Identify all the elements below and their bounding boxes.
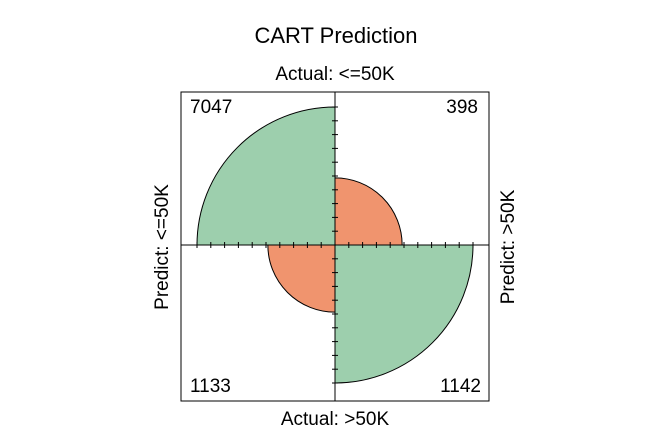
cell-count: 1142: [440, 376, 481, 397]
cell-count: 1133: [190, 376, 231, 397]
quadrant-wedge: [267, 244, 336, 313]
top-label: Actual: <=50K: [275, 64, 395, 85]
left-label: Predict: <=50K: [152, 184, 173, 310]
quadrant-wedge: [196, 106, 336, 246]
right-label: Predict: >50K: [498, 189, 519, 304]
chart-title: CART Prediction: [254, 23, 417, 48]
quadrant-wedge: [334, 244, 474, 384]
bottom-label: Actual: >50K: [281, 409, 390, 430]
quadrant-wedge: [334, 177, 403, 246]
cell-count: 7047: [190, 97, 232, 118]
cell-count: 398: [446, 97, 478, 118]
